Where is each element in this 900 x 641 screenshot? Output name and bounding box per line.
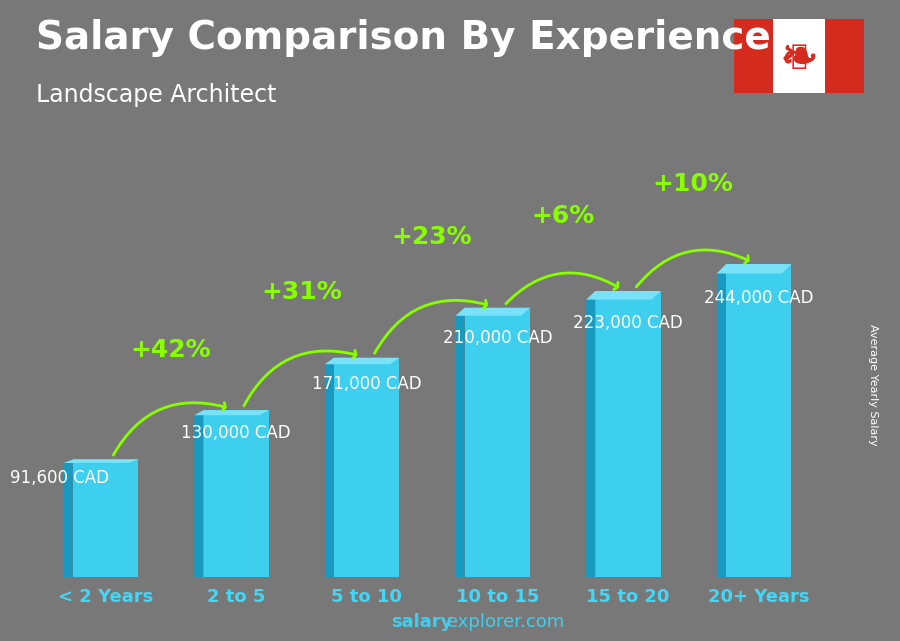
Polygon shape <box>586 291 661 299</box>
Polygon shape <box>716 264 726 577</box>
Text: salary: salary <box>392 613 453 631</box>
Text: 91,600 CAD: 91,600 CAD <box>10 469 109 487</box>
Text: Salary Comparison By Experience: Salary Comparison By Experience <box>36 19 770 57</box>
Bar <box>824 19 864 93</box>
Text: +23%: +23% <box>392 226 472 249</box>
Polygon shape <box>64 460 73 577</box>
Bar <box>595 291 661 577</box>
Bar <box>203 410 269 577</box>
Text: explorer.com: explorer.com <box>447 613 564 631</box>
FancyBboxPatch shape <box>732 17 866 95</box>
Bar <box>734 19 772 93</box>
Polygon shape <box>325 358 400 364</box>
Text: 210,000 CAD: 210,000 CAD <box>443 329 552 347</box>
Bar <box>464 308 530 577</box>
Polygon shape <box>194 410 203 577</box>
Bar <box>73 460 138 577</box>
Text: +42%: +42% <box>130 338 211 362</box>
Text: 130,000 CAD: 130,000 CAD <box>181 424 291 442</box>
Polygon shape <box>194 410 269 415</box>
Polygon shape <box>455 308 464 577</box>
Bar <box>726 264 791 577</box>
Text: 223,000 CAD: 223,000 CAD <box>573 314 683 332</box>
Polygon shape <box>586 291 595 577</box>
Polygon shape <box>455 308 530 316</box>
Text: +31%: +31% <box>261 281 342 304</box>
Text: Landscape Architect: Landscape Architect <box>36 83 276 107</box>
Polygon shape <box>716 264 791 274</box>
Text: 171,000 CAD: 171,000 CAD <box>312 375 421 393</box>
Text: +6%: +6% <box>531 204 594 228</box>
Text: Average Yearly Salary: Average Yearly Salary <box>868 324 878 445</box>
Polygon shape <box>64 460 138 463</box>
Text: +10%: +10% <box>652 172 734 196</box>
Polygon shape <box>325 358 334 577</box>
Text: 244,000 CAD: 244,000 CAD <box>704 289 814 307</box>
Text: 🍁: 🍁 <box>790 42 807 70</box>
Bar <box>334 358 400 577</box>
